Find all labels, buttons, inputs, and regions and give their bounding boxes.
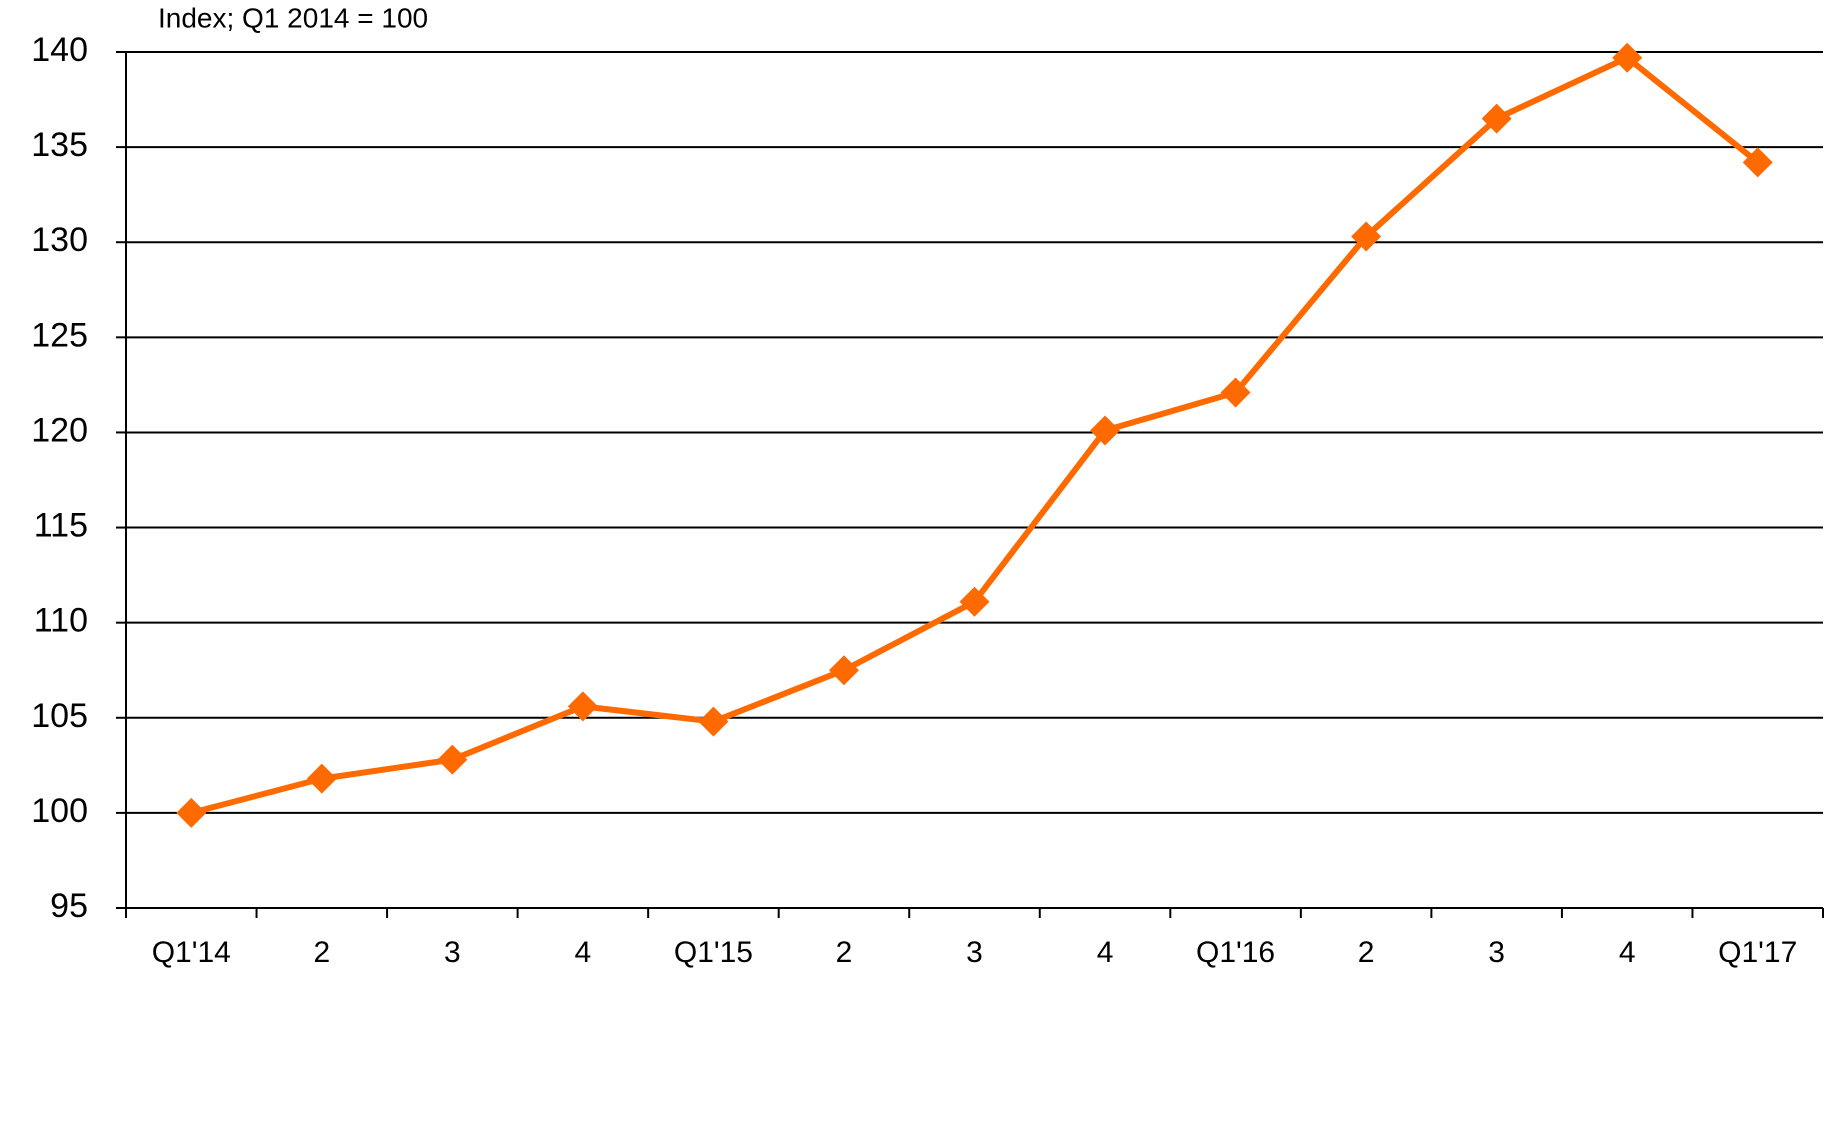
y-tick-label: 135 [31,126,88,164]
x-tick-label: Q1'15 [674,936,753,969]
marker [437,744,468,775]
y-tick-label: 105 [31,697,88,735]
x-tick-label: 2 [313,936,330,969]
y-tick-label: 120 [31,411,88,449]
marker [1351,221,1382,252]
marker [828,655,859,686]
x-tick-label: Q1'17 [1718,936,1797,969]
y-tick-label: 130 [31,221,88,259]
x-tick-label: 2 [1358,936,1375,969]
chart-title: Index; Q1 2014 = 100 [158,2,428,33]
marker [1612,42,1643,73]
y-tick-label: 95 [50,887,88,925]
x-tick-label: 3 [1488,936,1505,969]
x-tick-label: 4 [575,936,592,969]
x-tick-label: 4 [1619,936,1636,969]
y-tick-label: 110 [34,602,88,640]
marker [176,797,207,828]
marker [567,691,598,722]
y-tick-label: 100 [31,792,88,830]
y-tick-label: 125 [31,316,88,354]
marker [698,706,729,737]
x-tick-label: Q1'16 [1196,936,1275,969]
marker [1481,103,1512,134]
x-tick-label: 3 [444,936,461,969]
marker [306,763,337,794]
x-tick-label: 4 [1097,936,1114,969]
marker [959,586,990,617]
y-tick-label: 140 [31,31,88,69]
x-tick-label: 3 [966,936,983,969]
y-tick-label: 115 [34,507,88,545]
x-tick-label: Q1'14 [152,936,231,969]
marker [1220,377,1251,408]
marker [1090,415,1121,446]
x-tick-label: 2 [836,936,853,969]
series-line [190,54,1760,816]
marker [1742,147,1773,178]
